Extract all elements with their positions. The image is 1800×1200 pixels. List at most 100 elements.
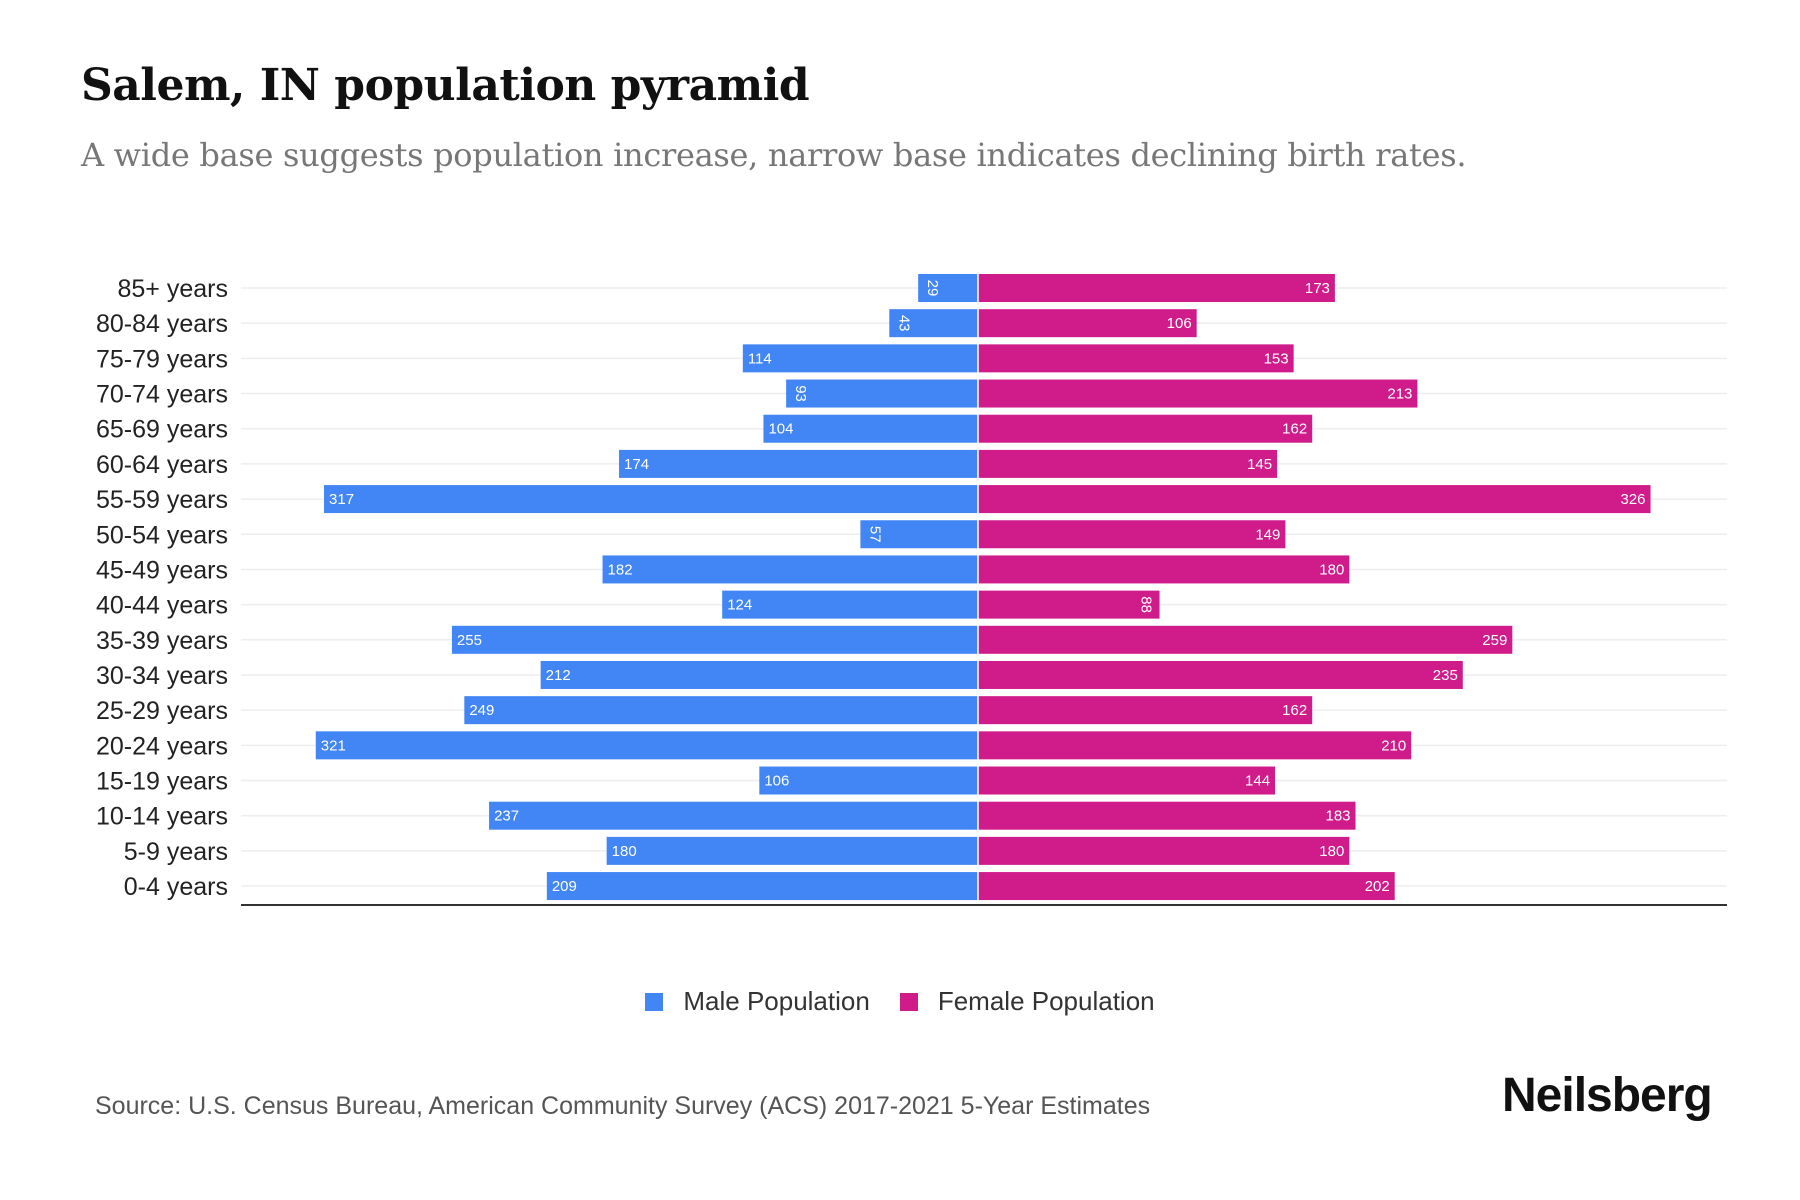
data-label: 249 — [469, 702, 494, 719]
category-label: 65-69 years — [96, 416, 228, 444]
data-label: 93 — [792, 385, 809, 402]
data-label: 317 — [329, 491, 354, 508]
category-label: 10-14 years — [96, 803, 228, 831]
male-bar — [786, 379, 978, 408]
data-label: 162 — [1282, 421, 1307, 438]
data-label: 237 — [494, 808, 519, 825]
legend-item-male: Male Population — [645, 986, 870, 1017]
category-label: 85+ years — [118, 275, 229, 303]
category-label: 60-64 years — [96, 451, 228, 479]
legend-label-male: Male Population — [683, 986, 870, 1016]
data-label: 180 — [612, 843, 637, 860]
legend-swatch-female — [899, 992, 918, 1011]
category-label: 80-84 years — [96, 310, 228, 338]
data-label: 180 — [1319, 843, 1344, 860]
legend: Male Population Female Population — [0, 986, 1800, 1017]
data-label: 43 — [895, 315, 912, 332]
male-bar — [602, 555, 978, 584]
male-bar — [889, 309, 978, 338]
female-bar — [978, 696, 1313, 725]
male-bar — [763, 414, 978, 443]
category-label: 55-59 years — [96, 486, 228, 514]
female-bar — [978, 625, 1513, 654]
legend-item-female: Female Population — [899, 986, 1155, 1017]
category-label: 15-19 years — [96, 768, 228, 796]
female-bar — [978, 660, 1463, 689]
category-label: 40-44 years — [96, 592, 228, 620]
female-bar — [978, 449, 1278, 478]
data-label: 202 — [1365, 878, 1390, 895]
female-bar — [978, 274, 1335, 302]
data-label: 321 — [321, 737, 346, 754]
data-label: 180 — [1319, 561, 1344, 578]
female-bar — [978, 344, 1294, 373]
data-label: 162 — [1282, 702, 1307, 719]
data-label: 209 — [552, 878, 577, 895]
female-bar — [978, 801, 1356, 830]
male-bar — [540, 660, 978, 689]
data-label: 235 — [1433, 667, 1458, 684]
legend-swatch-male — [645, 992, 664, 1011]
male-bar — [315, 731, 979, 760]
data-label: 153 — [1264, 350, 1289, 367]
category-label: 0-4 years — [124, 873, 228, 901]
data-label: 144 — [1245, 773, 1270, 790]
data-label: 183 — [1325, 808, 1350, 825]
female-bar — [978, 766, 1276, 795]
male-bar — [464, 696, 978, 725]
category-label: 35-39 years — [96, 627, 228, 655]
legend-label-female: Female Population — [937, 986, 1155, 1016]
data-label: 173 — [1305, 280, 1330, 297]
data-label: 259 — [1482, 632, 1507, 649]
data-label: 255 — [457, 632, 482, 649]
data-label: 124 — [727, 597, 752, 614]
male-bar — [742, 344, 978, 373]
data-label: 106 — [1167, 315, 1192, 332]
data-label: 57 — [866, 526, 883, 543]
chart-title: Salem, IN population pyramid — [81, 60, 810, 111]
data-label: 114 — [748, 350, 772, 367]
category-label: 30-34 years — [96, 662, 228, 690]
male-bar — [918, 274, 978, 302]
data-label: 182 — [608, 561, 633, 578]
category-label: 45-49 years — [96, 556, 228, 584]
female-bar — [978, 309, 1197, 338]
data-label: 326 — [1621, 491, 1646, 508]
data-label: 145 — [1247, 456, 1272, 473]
female-bar — [978, 379, 1418, 408]
male-bar — [619, 449, 978, 478]
data-label: 29 — [924, 280, 941, 297]
population-pyramid-chart: 85+ years 80-84 years 75-79 years 70-74 yea… — [96, 274, 1727, 906]
male-bar — [546, 872, 978, 901]
female-bar — [978, 836, 1350, 865]
category-label: 25-29 years — [96, 697, 228, 725]
male-bar — [722, 590, 978, 619]
source-note: Source: U.S. Census Bureau, American Com… — [95, 1092, 1151, 1120]
female-bar — [978, 555, 1350, 584]
male-bar — [606, 836, 978, 865]
data-label: 174 — [624, 456, 649, 473]
female-bar — [978, 590, 1160, 619]
male-bar — [759, 766, 978, 795]
female-bar — [978, 520, 1286, 549]
female-bar — [978, 731, 1412, 760]
category-label: 50-54 years — [96, 521, 228, 549]
female-bar — [978, 872, 1395, 901]
data-label: 104 — [768, 421, 793, 438]
data-label: 106 — [764, 773, 789, 790]
female-bar — [978, 414, 1313, 443]
data-label: 149 — [1255, 526, 1280, 543]
category-label: 75-79 years — [96, 345, 228, 373]
male-bar — [860, 520, 978, 549]
data-label: 210 — [1381, 737, 1406, 754]
neilsberg-logo: Neilsberg — [1502, 1069, 1713, 1122]
category-label: 5-9 years — [124, 838, 228, 866]
male-bar — [324, 485, 978, 514]
female-bar — [978, 485, 1651, 514]
category-label: 20-24 years — [96, 732, 228, 760]
data-label: 213 — [1387, 386, 1412, 403]
male-bar — [489, 801, 978, 830]
chart-subtitle: A wide base suggests population increase… — [81, 136, 1467, 174]
category-label: 70-74 years — [96, 381, 228, 409]
data-label: 88 — [1138, 596, 1155, 613]
